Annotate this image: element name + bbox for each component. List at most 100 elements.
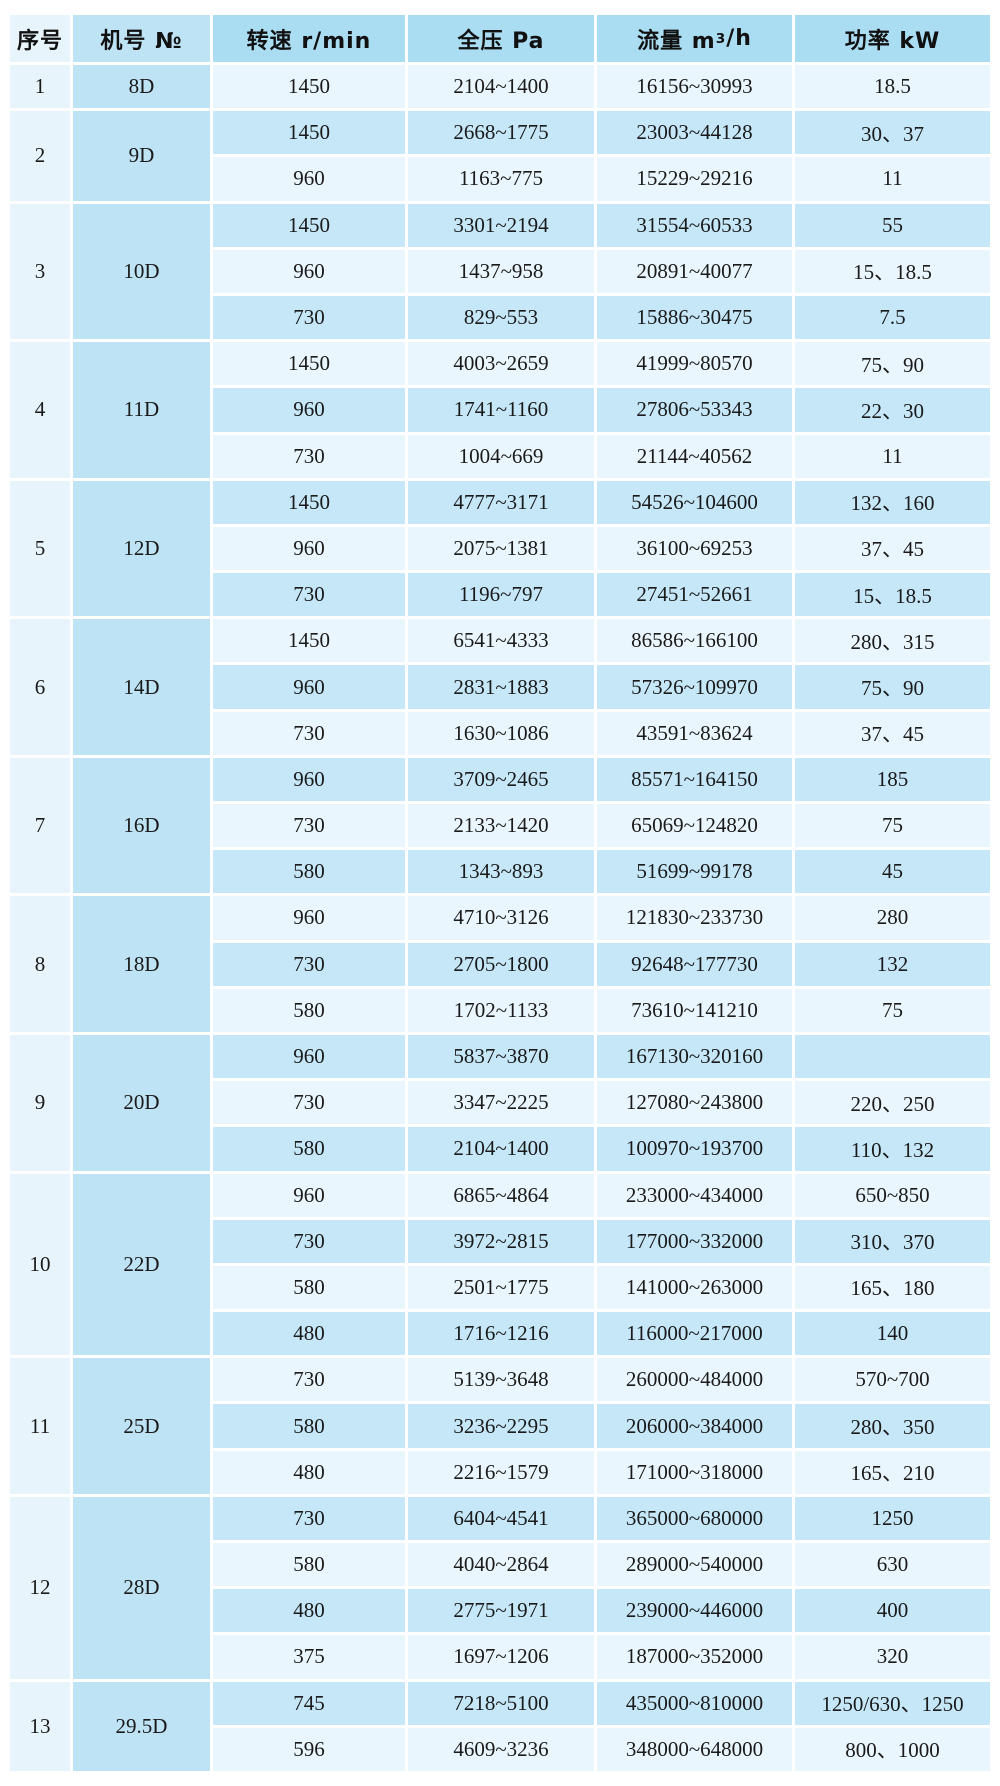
cell-flow: 57326~109970 [597, 665, 792, 709]
cell-speed: 960 [213, 157, 405, 201]
cell-speed: 480 [213, 1450, 405, 1494]
cell-pressure: 4003~2659 [408, 342, 594, 386]
cell-speed: 480 [213, 1312, 405, 1356]
table-row: 730 2705~1800 92648~177730 132 [213, 942, 990, 986]
group-rows: 960 3709~2465 85571~164150 185 730 2133~1420 6… [213, 757, 990, 894]
cell-power: 310、370 [795, 1219, 990, 1263]
cell-speed: 730 [213, 295, 405, 340]
cell-power: 570~700 [795, 1358, 990, 1402]
cell-speed: 580 [213, 1543, 405, 1587]
cell-power: 11 [795, 157, 990, 201]
group-rows: 745 7218~5100 435000~810000 1250/630、1250 59… [213, 1681, 990, 1771]
table-row: 730 3347~2225 127080~243800 220、250 [213, 1081, 990, 1125]
cell-index: 2 [10, 111, 70, 201]
cell-flow: 141000~263000 [597, 1265, 792, 1310]
cell-flow: 289000~540000 [597, 1543, 792, 1587]
cell-flow: 233000~434000 [597, 1173, 792, 1217]
table-row: 480 2775~1971 239000~446000 400 [213, 1589, 990, 1633]
table-row: 960 4710~3126 121830~233730 280 [213, 896, 990, 940]
table-row: 730 5139~3648 260000~484000 570~700 [213, 1358, 990, 1402]
table-row-group: 9 20D 960 5837~3870 167130~320160 730 3347~222… [10, 1034, 990, 1171]
cell-power: 15、18.5 [795, 249, 990, 293]
cell-power: 630 [795, 1543, 990, 1587]
cell-flow: 43591~83624 [597, 711, 792, 755]
cell-pressure: 1004~669 [408, 434, 594, 478]
table-row: 730 1196~797 27451~52661 15、18.5 [213, 573, 990, 617]
cell-speed: 1450 [213, 619, 405, 663]
table-row: 580 2104~1400 100970~193700 110、132 [213, 1127, 990, 1171]
cell-pressure: 4710~3126 [408, 896, 594, 940]
cell-speed: 580 [213, 988, 405, 1032]
table-row: 375 1697~1206 187000~352000 320 [213, 1635, 990, 1679]
cell-pressure: 2705~1800 [408, 942, 594, 986]
cell-flow: 187000~352000 [597, 1635, 792, 1679]
cell-speed: 960 [213, 1173, 405, 1217]
cell-power: 1250 [795, 1496, 990, 1540]
cell-pressure: 2104~1400 [408, 65, 594, 109]
cell-index: 6 [10, 619, 70, 755]
cell-power: 30、37 [795, 111, 990, 155]
table-row-group: 2 9D 1450 2668~1775 23003~44128 30、37 960 1163~… [10, 111, 990, 201]
cell-power: 140 [795, 1312, 990, 1356]
cell-speed: 960 [213, 1034, 405, 1079]
group-rows: 1450 6541~4333 86586~166100 280、315 960 2831~… [213, 619, 990, 755]
cell-flow: 41999~80570 [597, 342, 792, 386]
cell-speed: 730 [213, 573, 405, 617]
cell-pressure: 3972~2815 [408, 1219, 594, 1263]
cell-pressure: 2831~1883 [408, 665, 594, 709]
cell-speed: 730 [213, 434, 405, 478]
group-rows: 1450 2668~1775 23003~44128 30、37 960 1163~775… [213, 111, 990, 201]
cell-speed: 960 [213, 249, 405, 293]
table-row: 960 2075~1381 36100~69253 37、45 [213, 526, 990, 571]
cell-speed: 730 [213, 1219, 405, 1263]
cell-speed: 730 [213, 711, 405, 755]
cell-index: 12 [10, 1496, 70, 1679]
cell-pressure: 1437~958 [408, 249, 594, 293]
cell-index: 3 [10, 203, 70, 340]
cell-model: 8D [73, 65, 210, 109]
cell-power: 132 [795, 942, 990, 986]
cell-flow: 31554~60533 [597, 203, 792, 247]
fan-spec-table: 序号 机号 № 转速 r/min 全压 Pa 流量 m 3/h 功率 kW 1 8D 1450 2… [10, 15, 990, 1771]
table-row-group: 4 11D 1450 4003~2659 41999~80570 75、90 960 1741… [10, 342, 990, 478]
column-header-speed: 转速 r/min [213, 15, 405, 62]
cell-flow: 21144~40562 [597, 434, 792, 478]
cell-power: 55 [795, 203, 990, 247]
table-row: 730 6404~4541 365000~680000 1250 [213, 1496, 990, 1540]
group-rows: 1450 4777~3171 54526~104600 132、160 960 2075~… [213, 480, 990, 617]
table-row: 745 7218~5100 435000~810000 1250/630、1250 [213, 1681, 990, 1725]
cell-model: 25D [73, 1358, 210, 1494]
cell-pressure: 2775~1971 [408, 1589, 594, 1633]
cell-pressure: 3301~2194 [408, 203, 594, 247]
cell-speed: 1450 [213, 203, 405, 247]
superscript-3: 3 [715, 30, 727, 47]
cell-speed: 730 [213, 1081, 405, 1125]
table-row-group: 11 25D 730 5139~3648 260000~484000 570~700 580… [10, 1358, 990, 1494]
table-row: 580 2501~1775 141000~263000 165、180 [213, 1265, 990, 1310]
cell-flow: 86586~166100 [597, 619, 792, 663]
cell-power: 132、160 [795, 480, 990, 524]
cell-speed: 730 [213, 942, 405, 986]
table-row: 730 1630~1086 43591~83624 37、45 [213, 711, 990, 755]
cell-model: 16D [73, 757, 210, 894]
cell-model: 22D [73, 1173, 210, 1356]
cell-speed: 745 [213, 1681, 405, 1725]
table-row: 960 1163~775 15229~29216 11 [213, 157, 990, 201]
cell-flow: 239000~446000 [597, 1589, 792, 1633]
cell-power: 400 [795, 1589, 990, 1633]
cell-model: 20D [73, 1034, 210, 1171]
cell-model: 28D [73, 1496, 210, 1679]
cell-flow: 92648~177730 [597, 942, 792, 986]
cell-speed: 375 [213, 1635, 405, 1679]
cell-flow: 260000~484000 [597, 1358, 792, 1402]
cell-model: 9D [73, 111, 210, 201]
table-row: 580 3236~2295 206000~384000 280、350 [213, 1404, 990, 1448]
group-rows: 1450 3301~2194 31554~60533 55 960 1437~958 208… [213, 203, 990, 340]
table-row: 960 5837~3870 167130~320160 [213, 1034, 990, 1079]
cell-speed: 580 [213, 850, 405, 894]
cell-pressure: 2216~1579 [408, 1450, 594, 1494]
table-row: 1450 2668~1775 23003~44128 30、37 [213, 111, 990, 155]
cell-power: 75 [795, 804, 990, 848]
table-row-group: 3 10D 1450 3301~2194 31554~60533 55 960 1437~95… [10, 203, 990, 340]
cell-power: 800、1000 [795, 1727, 990, 1771]
